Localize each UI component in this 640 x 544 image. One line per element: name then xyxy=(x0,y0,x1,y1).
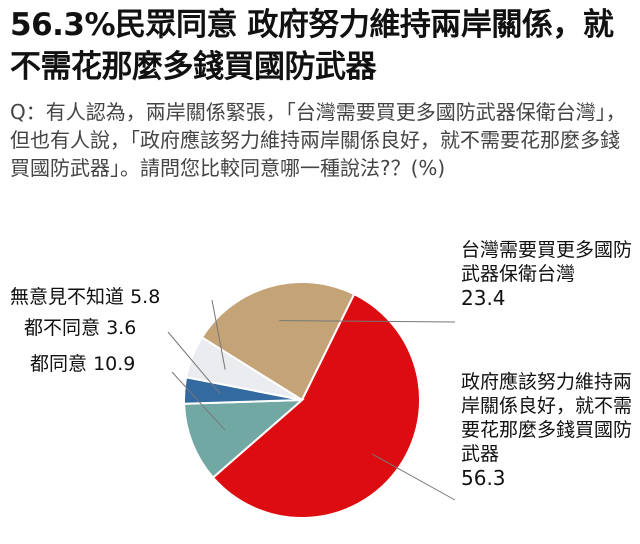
slice-value: 56.3 xyxy=(461,466,506,490)
leader-maintain-relations xyxy=(371,453,456,501)
survey-question: Q：有人認為，兩岸關係緊張，「台灣需要買更多國防武器保衛台灣」，但也有人說，「政… xyxy=(10,100,626,180)
slice-label-buy-weapons: 台灣需要買更多國防武器保衛台灣 23.4 xyxy=(461,238,637,310)
slice-label-both-disagree: 都不同意 3.6 xyxy=(24,316,136,340)
slice-label-maintain-relations: 政府應該努力維持兩岸關係良好，就不需要花那麼多錢買國防武器 56.3 xyxy=(461,370,637,490)
slice-value: 5.8 xyxy=(130,286,161,308)
slice-both-agree xyxy=(183,398,305,479)
slice-no-opinion xyxy=(185,336,303,401)
leader-both-agree xyxy=(171,371,226,431)
slice-label-text: 無意見不知道 xyxy=(10,286,125,308)
slice-maintain-relations xyxy=(211,292,421,519)
slice-value: 10.9 xyxy=(93,353,136,375)
pie-slices xyxy=(183,281,421,519)
leader-both-disagree xyxy=(167,331,221,394)
leader-buy-weapons xyxy=(279,320,456,323)
slice-label-text: 政府應該努力維持兩岸關係良好，就不需要花那麼多錢買國防武器 xyxy=(461,371,633,465)
chart-title: 56.3%民眾同意 政府努力維持兩岸關係，就不需花那麼多錢買國防武器 xyxy=(10,7,614,85)
slice-label-text: 都不同意 xyxy=(24,317,101,339)
leader-no-opinion xyxy=(211,299,226,370)
slice-value: 3.6 xyxy=(106,317,137,339)
leader-lines xyxy=(167,299,456,501)
slice-label-text: 都同意 xyxy=(30,353,88,375)
slice-label-no-opinion: 無意見不知道 5.8 xyxy=(10,285,160,309)
slice-label-text: 台灣需要買更多國防武器保衛台灣 xyxy=(461,239,633,285)
slice-value: 23.4 xyxy=(461,286,506,310)
slice-label-both-agree: 都同意 10.9 xyxy=(30,352,135,376)
